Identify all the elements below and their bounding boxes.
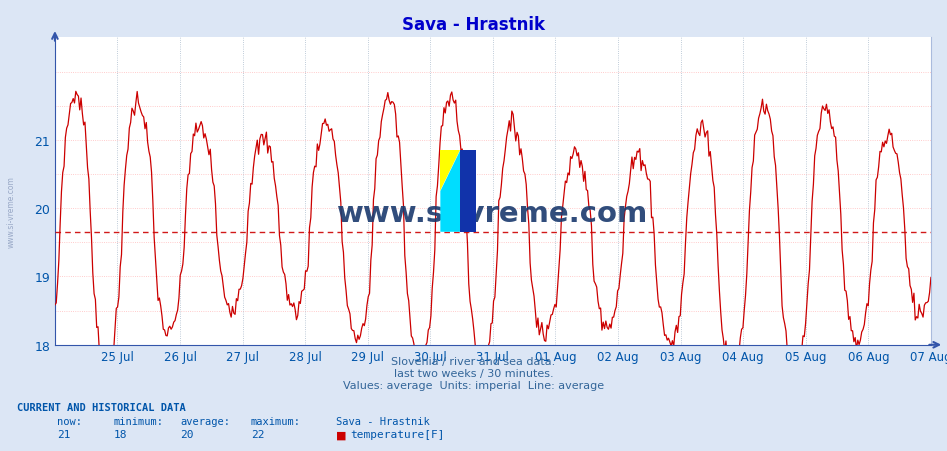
Text: maximum:: maximum: bbox=[251, 416, 301, 426]
Text: Values: average  Units: imperial  Line: average: Values: average Units: imperial Line: av… bbox=[343, 381, 604, 391]
Text: 22: 22 bbox=[251, 429, 264, 439]
Text: Sava - Hrastnik: Sava - Hrastnik bbox=[336, 416, 430, 426]
Text: CURRENT AND HISTORICAL DATA: CURRENT AND HISTORICAL DATA bbox=[17, 402, 186, 412]
Polygon shape bbox=[460, 151, 476, 232]
Text: www.si-vreme.com: www.si-vreme.com bbox=[7, 176, 16, 248]
Text: minimum:: minimum: bbox=[114, 416, 164, 426]
Polygon shape bbox=[440, 151, 460, 232]
Text: last two weeks / 30 minutes.: last two weeks / 30 minutes. bbox=[394, 368, 553, 378]
Text: 21: 21 bbox=[57, 429, 70, 439]
Text: 20: 20 bbox=[180, 429, 193, 439]
Text: temperature[F]: temperature[F] bbox=[350, 429, 445, 439]
Text: www.si-vreme.com: www.si-vreme.com bbox=[337, 199, 649, 227]
Text: ■: ■ bbox=[336, 429, 347, 439]
Polygon shape bbox=[440, 151, 460, 192]
Text: average:: average: bbox=[180, 416, 230, 426]
Text: Slovenia / river and sea data.: Slovenia / river and sea data. bbox=[391, 356, 556, 366]
Text: 18: 18 bbox=[114, 429, 127, 439]
Text: now:: now: bbox=[57, 416, 81, 426]
Text: Sava - Hrastnik: Sava - Hrastnik bbox=[402, 16, 545, 34]
